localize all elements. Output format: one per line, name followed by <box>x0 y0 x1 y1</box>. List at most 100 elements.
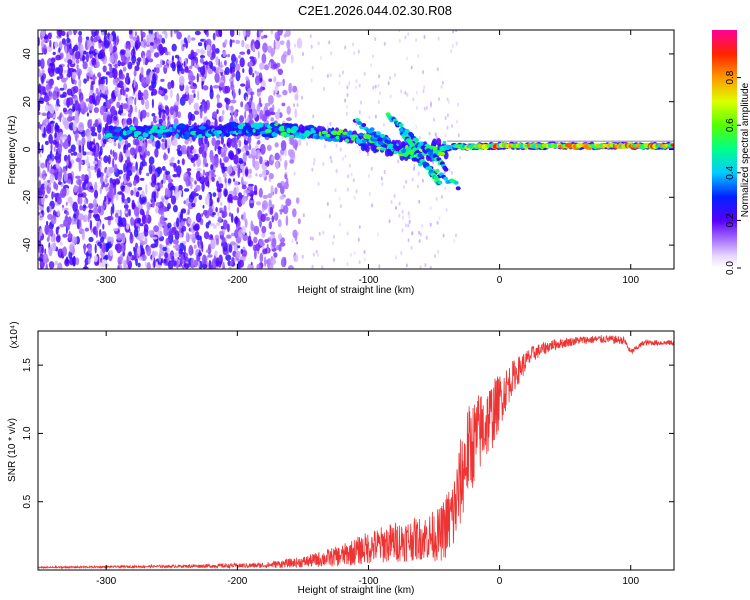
noise-cell <box>140 66 144 76</box>
noise-cell <box>203 103 208 114</box>
noise-cell <box>191 202 196 208</box>
noise-cell <box>124 198 128 206</box>
ridge-cell <box>442 140 447 145</box>
noise-cell <box>328 214 331 219</box>
noise-cell <box>84 264 87 269</box>
noise-cell <box>248 153 253 159</box>
noise-cell <box>194 64 200 68</box>
noise-cell <box>128 30 133 35</box>
noise-cell <box>117 265 120 269</box>
noise-cell <box>131 54 137 64</box>
ridge-cell <box>115 126 122 130</box>
noise-cell <box>105 94 108 102</box>
noise-cell <box>419 232 422 237</box>
noise-cell <box>158 107 162 119</box>
noise-cell <box>67 196 73 204</box>
noise-cell <box>41 30 46 38</box>
noise-cell <box>134 65 140 72</box>
ridge-cell <box>216 133 220 139</box>
noise-cell <box>245 30 251 38</box>
ridge-cell <box>146 126 151 130</box>
noise-cell <box>256 263 261 269</box>
noise-cell <box>444 133 447 138</box>
noise-cell <box>116 35 119 45</box>
noise-cell <box>63 57 68 63</box>
noise-cell <box>148 156 155 165</box>
noise-cell <box>41 173 45 178</box>
noise-cell <box>100 174 104 185</box>
noise-cell <box>224 85 231 94</box>
noise-cell <box>183 244 186 253</box>
noise-cell <box>103 86 109 91</box>
noise-cell <box>270 185 274 196</box>
noise-cell <box>77 193 84 198</box>
noise-cell <box>290 54 294 64</box>
noise-cell <box>457 133 460 138</box>
noise-cell <box>93 255 98 263</box>
noise-cell <box>326 202 329 206</box>
noise-cell <box>40 40 45 48</box>
noise-cell <box>280 140 287 151</box>
noise-cell <box>38 121 41 129</box>
noise-cell <box>43 126 46 137</box>
noise-cell <box>231 53 236 64</box>
noise-cell <box>114 178 121 185</box>
noise-cell <box>176 148 181 152</box>
noise-cell <box>215 237 219 246</box>
noise-cell <box>157 89 164 95</box>
noise-cell <box>411 177 414 182</box>
noise-cell <box>218 30 222 37</box>
noise-cell <box>229 30 235 37</box>
ridge-cell <box>670 143 674 147</box>
noise-cell <box>117 93 122 102</box>
noise-cell <box>210 55 214 61</box>
spectrogram-y-tick-label: -40 <box>22 237 33 252</box>
noise-cell <box>188 94 194 104</box>
noise-cell <box>151 113 156 117</box>
noise-cell <box>164 252 169 259</box>
noise-cell <box>241 39 245 48</box>
ridge-cell <box>321 130 329 135</box>
noise-cell <box>102 139 107 145</box>
noise-cell <box>40 258 43 262</box>
noise-cell <box>48 261 55 269</box>
noise-cell <box>224 67 230 75</box>
noise-cell <box>389 94 392 99</box>
noise-cell <box>333 234 335 239</box>
noise-cell <box>125 265 128 269</box>
noise-cell <box>151 98 154 109</box>
noise-cell <box>94 119 99 128</box>
noise-cell <box>121 192 125 203</box>
noise-cell <box>72 46 76 53</box>
noise-cell <box>151 197 155 208</box>
ridge-cell <box>347 130 353 136</box>
noise-cell <box>261 53 267 64</box>
noise-cell <box>124 210 128 214</box>
noise-cell <box>457 102 460 107</box>
noise-cell <box>425 235 428 240</box>
noise-cell <box>125 94 128 98</box>
noise-cell <box>143 224 149 233</box>
ridge-cell <box>269 122 277 128</box>
noise-cell <box>190 37 196 41</box>
noise-cell <box>188 37 192 42</box>
noise-cell <box>88 170 92 180</box>
noise-cell <box>211 66 217 72</box>
noise-cell <box>199 66 206 76</box>
noise-cell <box>183 61 186 68</box>
noise-cell <box>146 49 152 60</box>
noise-cell <box>205 249 209 253</box>
noise-cell <box>237 196 243 207</box>
noise-cell <box>211 155 215 165</box>
noise-cell <box>346 85 349 90</box>
noise-cell <box>209 84 213 93</box>
colorbar-tick-label: 0.6 <box>725 118 736 132</box>
noise-cell <box>83 78 87 84</box>
noise-cell <box>455 30 458 33</box>
noise-cell <box>229 66 233 75</box>
ridge-cell <box>243 125 250 131</box>
noise-cell <box>197 240 200 247</box>
noise-cell <box>100 93 105 98</box>
noise-cell <box>134 138 140 146</box>
